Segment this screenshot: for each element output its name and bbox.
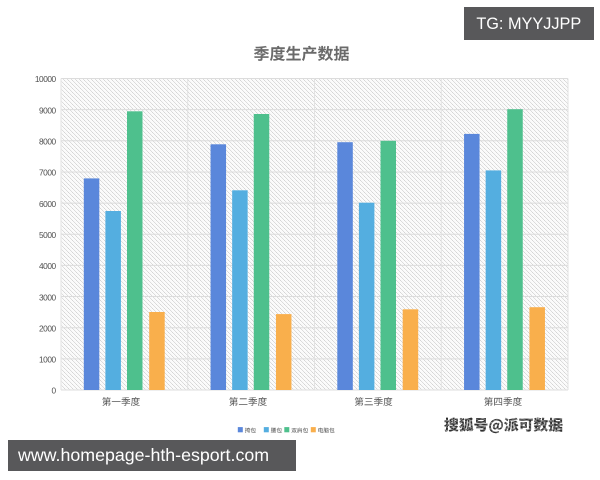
svg-text:0: 0 (52, 386, 57, 396)
svg-text:1000: 1000 (39, 355, 56, 365)
svg-text:5000: 5000 (39, 230, 56, 240)
svg-text:9000: 9000 (39, 105, 56, 115)
svg-text:4000: 4000 (39, 261, 56, 271)
svg-text:8000: 8000 (39, 137, 56, 147)
svg-text:10000: 10000 (35, 74, 57, 84)
svg-text:2000: 2000 (39, 323, 56, 333)
svg-text:3000: 3000 (39, 292, 56, 302)
svg-text:6000: 6000 (39, 199, 56, 209)
svg-text:7000: 7000 (39, 168, 56, 178)
